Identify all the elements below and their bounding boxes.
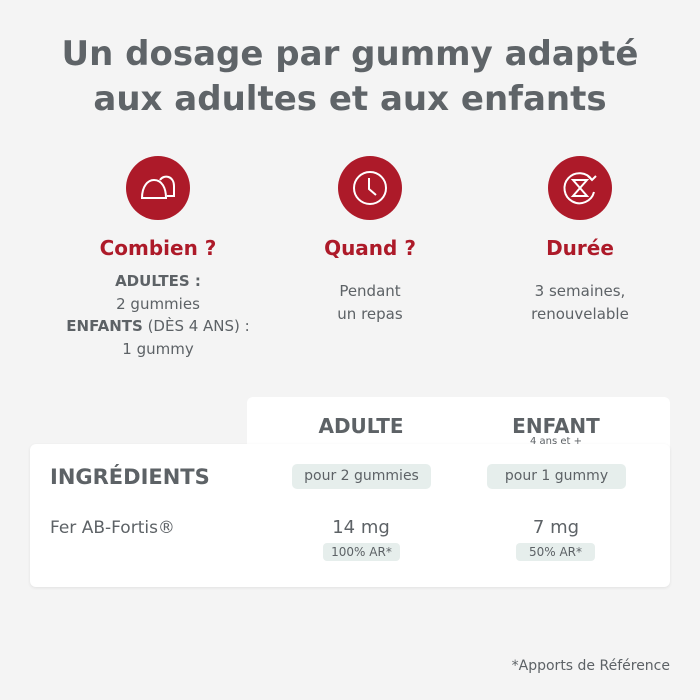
duree-heading: Durée [546,236,614,260]
quand-line-1: Pendant [339,282,401,300]
title-line-2: aux adultes et aux enfants [93,79,607,119]
quand-heading: Quand ? [324,236,416,260]
quand-column: Quand ? Pendant un repas [260,156,480,325]
adult-amount: 14 mg [332,517,390,538]
kids-value: 1 gummy [122,339,194,358]
duree-line-1: 3 semaines, [534,282,626,300]
child-dose-pill: pour 1 gummy [487,464,626,489]
gummies-icon [126,156,190,220]
adult-header: ADULTE [318,414,404,438]
ingredient-name: Fer AB-Fortis® [50,518,175,538]
quand-line-2: un repas [337,304,403,323]
clock-icon [338,156,402,220]
kids-age: (DÈS 4 ANS) : [142,317,250,335]
hourglass-renew-icon [548,156,612,220]
combien-heading: Combien ? [99,236,217,260]
duree-column: Durée 3 semaines, renouvelable [470,156,690,325]
adult-dose-pill: pour 2 gummies [292,464,431,489]
duree-line-2: renouvelable [531,304,629,323]
combien-column: Combien ? ADULTES : 2 gummies ENFANTS (D… [48,156,268,360]
child-age: 4 ans et + [529,436,583,447]
page-title: Un dosage par gummy adapté aux adultes et… [0,32,700,122]
child-amount: 7 mg [532,517,580,538]
title-line-1: Un dosage par gummy adapté [61,34,639,74]
child-ar-pill: 50% AR* [516,543,595,561]
adults-label: ADULTES : [115,272,201,290]
adult-ar-pill: 100% AR* [323,543,400,561]
adults-value: 2 gummies [116,294,200,313]
footnote: *Apports de Référence [511,658,670,674]
child-header-label: ENFANT [512,414,600,438]
kids-label: ENFANTS [66,317,143,335]
ingredients-header: INGRÉDIENTS [50,465,210,489]
child-header: ENFANT 4 ans et + [486,414,626,447]
